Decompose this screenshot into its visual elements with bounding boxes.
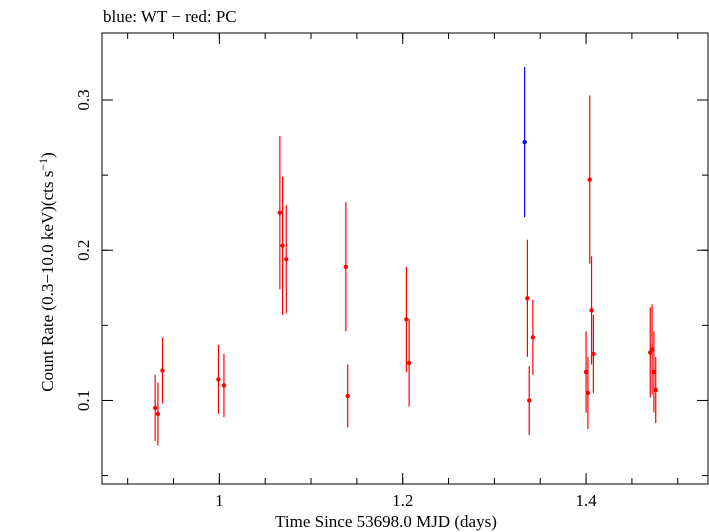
- data-point: [653, 387, 658, 393]
- data-point: [591, 351, 596, 357]
- data-point: [406, 360, 412, 366]
- data-point: [404, 317, 409, 322]
- chart-title: blue: WT − red: PC: [103, 7, 237, 26]
- data-point: [284, 257, 289, 262]
- x-tick-label: 1.2: [392, 491, 413, 510]
- data-point: [530, 335, 536, 340]
- y-tick-label: 0.2: [74, 240, 93, 261]
- data-point: [155, 411, 161, 417]
- x-tick-label: 1: [215, 491, 224, 510]
- data-point: [152, 405, 158, 411]
- data-point: [280, 243, 285, 248]
- y-axis-label-exponent: −1: [36, 158, 50, 171]
- data-point: [651, 369, 657, 375]
- data-point: [589, 308, 594, 313]
- data-marks: [152, 66, 658, 446]
- data-point: [277, 210, 283, 215]
- y-tick-label: 0.3: [74, 89, 93, 110]
- x-tick-label: 1.4: [575, 491, 597, 510]
- data-point: [527, 398, 532, 403]
- plot-frame: [101, 32, 709, 485]
- data-point: [221, 383, 227, 388]
- data-point: [345, 393, 350, 399]
- y-axis-label-main: Count Rate (0.3−10.0 keV)(cts s: [38, 171, 57, 392]
- data-point: [160, 368, 165, 373]
- axis-ticks: 1 1.2 1.4 0.1 0.2 0.3: [74, 33, 708, 510]
- y-tick-label: 0.1: [74, 390, 93, 411]
- data-point: [216, 377, 221, 382]
- y-axis-label-close: ): [38, 152, 57, 158]
- data-point: [649, 347, 655, 352]
- data-point: [343, 264, 349, 269]
- data-point: [525, 296, 530, 301]
- data-point: [522, 139, 527, 145]
- data-point: [587, 177, 592, 182]
- y-axis-label: Count Rate (0.3−10.0 keV)(cts s−1): [36, 152, 57, 392]
- data-point: [583, 369, 589, 375]
- x-axis-label: Time Since 53698.0 MJD (days): [275, 512, 497, 531]
- data-point: [585, 390, 591, 396]
